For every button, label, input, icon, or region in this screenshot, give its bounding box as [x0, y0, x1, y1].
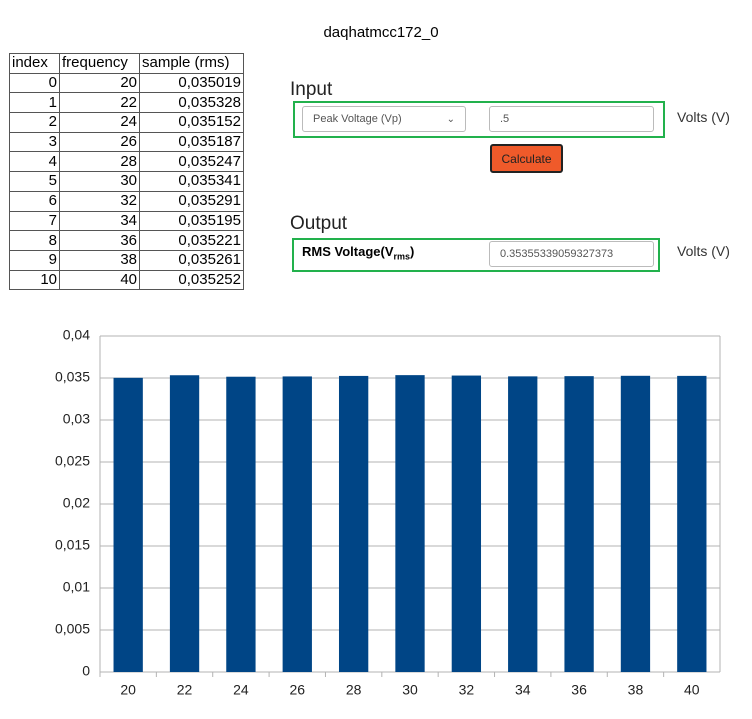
table-row: 10 40 0,035252	[9, 269, 244, 291]
bar	[620, 375, 651, 672]
x-tick-label: 22	[177, 682, 193, 698]
x-tick-label: 32	[459, 682, 475, 698]
x-tick-label: 38	[628, 682, 644, 698]
input-box	[293, 101, 665, 138]
table-row: 1 22 0,035328	[9, 92, 244, 114]
table-cell: 20	[59, 72, 140, 94]
chevron: ⌄	[446, 113, 455, 125]
y-tick-label: 0,01	[63, 579, 90, 595]
table-cell: 0,035187	[139, 131, 244, 153]
input-heading: Input	[290, 79, 333, 100]
x-tick-label: 36	[571, 682, 587, 698]
x-tick-label: 34	[515, 682, 531, 698]
output-box	[292, 238, 660, 272]
bar	[226, 376, 256, 672]
bar	[282, 376, 312, 672]
header-cell: index	[9, 53, 60, 74]
bar	[677, 375, 707, 672]
header-cell: sample (rms)	[139, 53, 244, 74]
label-text: RMS Voltage(V	[302, 244, 394, 259]
x-tick-label: 28	[346, 682, 362, 698]
y-tick-label: 0,03	[63, 411, 90, 427]
table-cell: 0,035328	[139, 92, 244, 114]
x-tick-label: 30	[402, 682, 418, 698]
page-title: daqhatmcc172_0	[323, 24, 439, 41]
header-cell: frequency	[59, 53, 140, 74]
x-tick-label: 20	[120, 682, 136, 698]
table-row: 8 36 0,035221	[9, 230, 244, 251]
output-field: 0.35355339059327373	[489, 241, 654, 267]
x-tick-label: 24	[233, 682, 249, 698]
table-row: 3 26 0,035187	[9, 131, 244, 153]
table-cell: 0,035152	[139, 112, 244, 133]
input-unit: Volts (V)	[677, 109, 730, 125]
output-unit: Volts (V)	[677, 243, 730, 259]
bar	[564, 376, 594, 672]
y-tick-label: 0,02	[63, 495, 90, 511]
y-tick-label: 0	[82, 663, 90, 679]
output-heading: Output	[290, 213, 348, 234]
bar	[508, 376, 538, 672]
table-cell: 0,035252	[139, 269, 244, 291]
y-tick-label: 0,025	[55, 453, 90, 469]
y-tick-label: 0,015	[55, 537, 90, 553]
table-row: 2 24 0,035152	[9, 112, 244, 133]
table-cell: 10	[9, 269, 60, 291]
table-row: 5 30 0,035341	[9, 171, 244, 192]
x-tick-label: 40	[684, 682, 700, 698]
select[interactable]: Peak Voltage (Vp) ⌄	[302, 106, 466, 132]
table-cell: 26	[59, 131, 140, 153]
x-tick-label: 26	[289, 682, 305, 698]
data-table: index frequency sample (rms) 0 20 0,035019 1 22…	[9, 53, 244, 291]
bar	[169, 375, 200, 672]
select-text: Peak Voltage (Vp)	[313, 113, 402, 125]
y-tick-label: 0,04	[63, 327, 90, 343]
table-cell: 0,035247	[139, 151, 244, 173]
label-sub: rms	[393, 251, 411, 262]
bar	[395, 375, 425, 672]
table-cell: 40	[59, 269, 140, 291]
bar	[113, 377, 143, 672]
table-cell: 0,035195	[139, 210, 244, 232]
output-label: RMS Voltage(Vrms)	[302, 244, 414, 262]
header-row: index frequency sample (rms)	[9, 53, 244, 74]
calculate-button[interactable]: Calculate	[490, 144, 563, 173]
table-cell: 0,035341	[139, 171, 244, 192]
bar	[451, 375, 482, 672]
y-tick-label: 0,005	[55, 621, 90, 637]
table-row: 4 28 0,035247	[9, 151, 244, 173]
bar	[338, 375, 369, 672]
label-end: )	[410, 244, 415, 259]
input-field[interactable]: .5	[489, 106, 654, 132]
y-tick-label: 0,035	[55, 369, 90, 385]
